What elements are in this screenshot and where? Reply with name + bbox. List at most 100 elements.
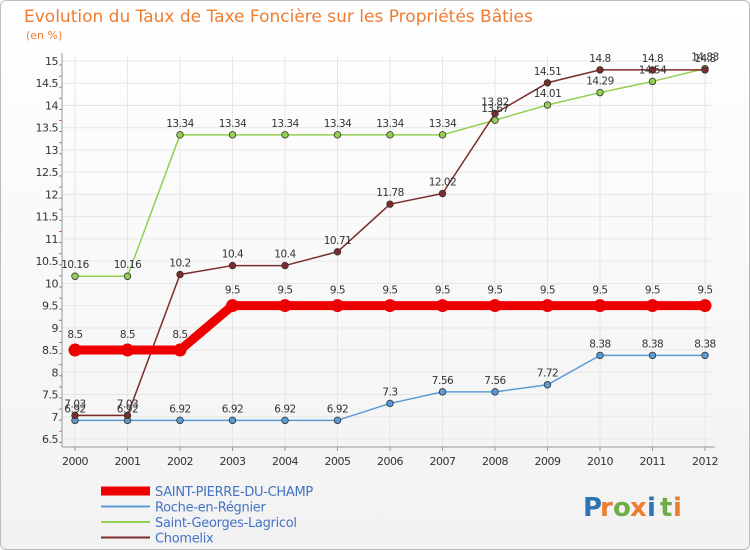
data-point [123, 272, 132, 280]
y-tick-label: 10 [45, 277, 58, 290]
y-tick-label: 12.5 [36, 166, 59, 179]
y-tick-label: 7.5 [42, 389, 58, 402]
data-point [386, 200, 394, 208]
data-label: 8.38 [694, 338, 715, 350]
data-point [648, 351, 657, 360]
x-tick-label: 2005 [325, 455, 351, 468]
data-point [648, 77, 657, 86]
data-point [438, 131, 447, 139]
data-point [701, 66, 709, 74]
data-label: 6.92 [327, 403, 348, 415]
data-label: 8.5 [67, 329, 82, 341]
legend-label: Roche-en-Régnier [155, 501, 266, 516]
data-label: 9.5 [277, 285, 292, 297]
data-label: 7.56 [432, 375, 454, 387]
data-point [333, 131, 342, 139]
data-label: 10.2 [169, 257, 190, 269]
data-label: 10.4 [274, 249, 296, 261]
data-label: 14.8 [694, 53, 715, 65]
data-label: 14.8 [589, 53, 610, 65]
data-label: 10.16 [114, 259, 142, 271]
data-point [543, 381, 552, 389]
data-label: 14.29 [586, 76, 614, 88]
data-label: 9.5 [330, 285, 345, 297]
data-point [228, 416, 237, 425]
data-point [333, 416, 342, 425]
data-label: 7.03 [64, 398, 85, 410]
data-label: 8.38 [589, 338, 610, 350]
y-tick-label: 12 [45, 188, 58, 201]
x-tick-label: 2006 [377, 455, 403, 468]
data-label: 14.83 [691, 52, 719, 64]
data-label: 14.8 [642, 53, 663, 65]
y-tick-label: 9 [52, 322, 59, 335]
data-point [596, 351, 604, 360]
x-tick-label: 2011 [640, 455, 666, 468]
data-label: 9.5 [540, 285, 555, 297]
data-label: 9.5 [435, 285, 450, 297]
data-label: 13.34 [324, 118, 352, 130]
data-label: 7.03 [117, 398, 138, 410]
series-layer [68, 64, 712, 425]
data-point [123, 411, 132, 420]
data-point [596, 66, 604, 74]
data-label: 13.34 [219, 118, 247, 130]
data-label: 9.5 [592, 285, 607, 297]
y-tick-label: 7 [52, 411, 59, 424]
data-point [386, 399, 394, 408]
data-label: 6.92 [169, 403, 190, 415]
x-tick-label: 2010 [587, 455, 613, 468]
data-point [331, 299, 344, 313]
x-tick-label: 2000 [62, 455, 88, 468]
logo-letter: t [660, 493, 673, 523]
y-tick-label: 15 [45, 55, 58, 68]
data-label: 13.34 [271, 118, 299, 130]
data-point [648, 66, 657, 74]
legend: SAINT-PIERRE-DU-CHAMPRoche-en-RégnierSai… [101, 485, 314, 547]
data-point [281, 261, 289, 270]
y-tick-label: 14.5 [36, 77, 59, 90]
data-point [383, 299, 397, 313]
y-tick-label: 14 [45, 99, 58, 112]
y-tick-label: 9.5 [42, 300, 58, 313]
data-label: 9.5 [645, 285, 660, 297]
x-tick-label: 2008 [482, 455, 508, 468]
x-tick-label: 2012 [692, 455, 718, 468]
x-tick-label: 2002 [167, 455, 193, 468]
data-point [543, 79, 552, 87]
chart-title: Evolution du Taux de Taxe Foncière sur l… [24, 7, 533, 27]
data-point [438, 189, 447, 198]
logo-letter: i [673, 493, 683, 523]
data-point [176, 131, 184, 139]
data-label: 8.38 [642, 338, 663, 350]
data-label: 9.5 [225, 285, 240, 297]
axes: 6.5 7 7.5 8 8.5 9 9.5 10 10.5 11 11.5 12 12.5 13 13.5 1… [36, 53, 719, 468]
data-label: 14.01 [534, 88, 562, 100]
y-tick-label: 13 [45, 144, 58, 157]
data-point [281, 131, 289, 139]
data-point [646, 299, 659, 313]
x-tick-label: 2007 [430, 455, 456, 468]
data-point [491, 109, 499, 118]
data-label: 13.34 [429, 118, 457, 130]
data-point [228, 131, 237, 139]
data-label: 13.34 [376, 118, 404, 130]
logo-letter: x [630, 493, 648, 523]
data-point [226, 299, 239, 313]
legend-label: Saint-Georges-Lagricol [155, 516, 297, 531]
data-point [701, 351, 709, 360]
data-label: 8.5 [172, 329, 187, 341]
data-point [436, 299, 449, 313]
x-tick-label: 2003 [220, 455, 246, 468]
data-point [71, 272, 79, 280]
data-point [543, 101, 552, 109]
x-tick-label: 2009 [535, 455, 561, 468]
data-label: 12.02 [429, 177, 457, 189]
data-point [121, 343, 134, 357]
logo-letter: i [647, 493, 657, 523]
logo-letter: o [613, 493, 632, 523]
proxiti-logo: Pr ox i t i [583, 493, 683, 523]
data-point [176, 270, 184, 279]
data-point [281, 416, 289, 425]
